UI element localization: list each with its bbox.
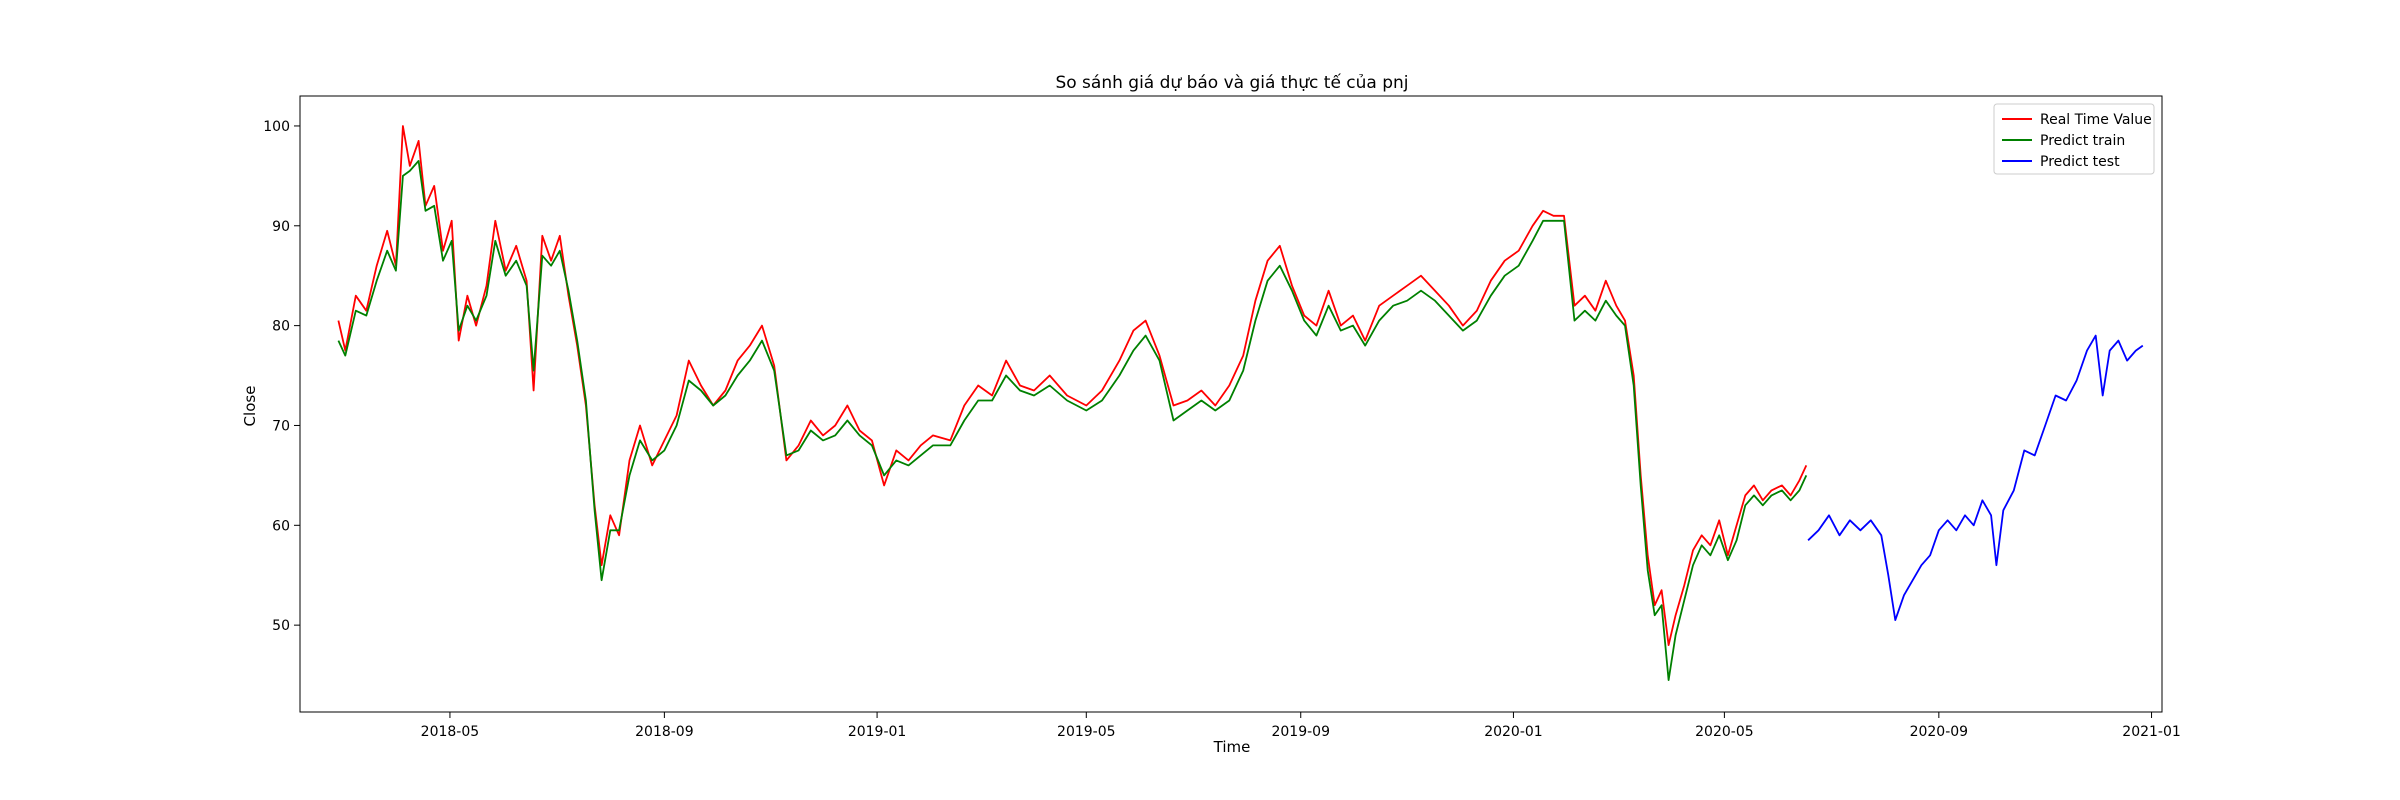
x-tick-label: 2018-09 — [635, 724, 694, 740]
x-tick-label: 2020-01 — [1484, 724, 1543, 740]
x-tick-label: 2019-05 — [1057, 724, 1116, 740]
x-tick-label: 2019-09 — [1271, 724, 1330, 740]
y-axis: 50 60 70 80 90 100 — [263, 119, 300, 634]
x-tick-label: 2020-05 — [1695, 724, 1754, 740]
chart-title: So sánh giá dự báo và giá thực tế của pn… — [1055, 72, 1408, 93]
y-tick-label: 80 — [272, 319, 290, 335]
series-line-1 — [337, 125, 1808, 646]
plot-frame — [299, 95, 2163, 713]
x-tick-label: 2019-01 — [848, 724, 907, 740]
x-axis: 2018-05 2018-09 2019-01 2019-05 2019-09 2020-… — [421, 712, 2181, 740]
y-tick-label: 70 — [272, 418, 290, 434]
y-tick-label: 50 — [272, 618, 290, 634]
legend-label: Real Time Value — [2040, 112, 2152, 128]
y-tick-label: 60 — [272, 518, 290, 534]
series-line-2 — [337, 160, 1808, 681]
y-axis-title: Close — [241, 386, 259, 427]
series-line-3 — [1807, 334, 2144, 621]
legend: Real Time Value Predict train Predict test — [1993, 103, 2155, 175]
x-tick-label: 2021-01 — [2122, 724, 2181, 740]
legend-box — [1993, 103, 2155, 175]
legend-label: Predict test — [2040, 154, 2120, 170]
x-axis-title: Time — [1213, 738, 1251, 756]
y-tick-label: 100 — [263, 119, 290, 135]
x-tick-label: 2018-05 — [421, 724, 480, 740]
y-tick-label: 90 — [272, 219, 290, 235]
legend-label: Predict train — [2040, 133, 2125, 149]
x-tick-label: 2020-09 — [1910, 724, 1969, 740]
